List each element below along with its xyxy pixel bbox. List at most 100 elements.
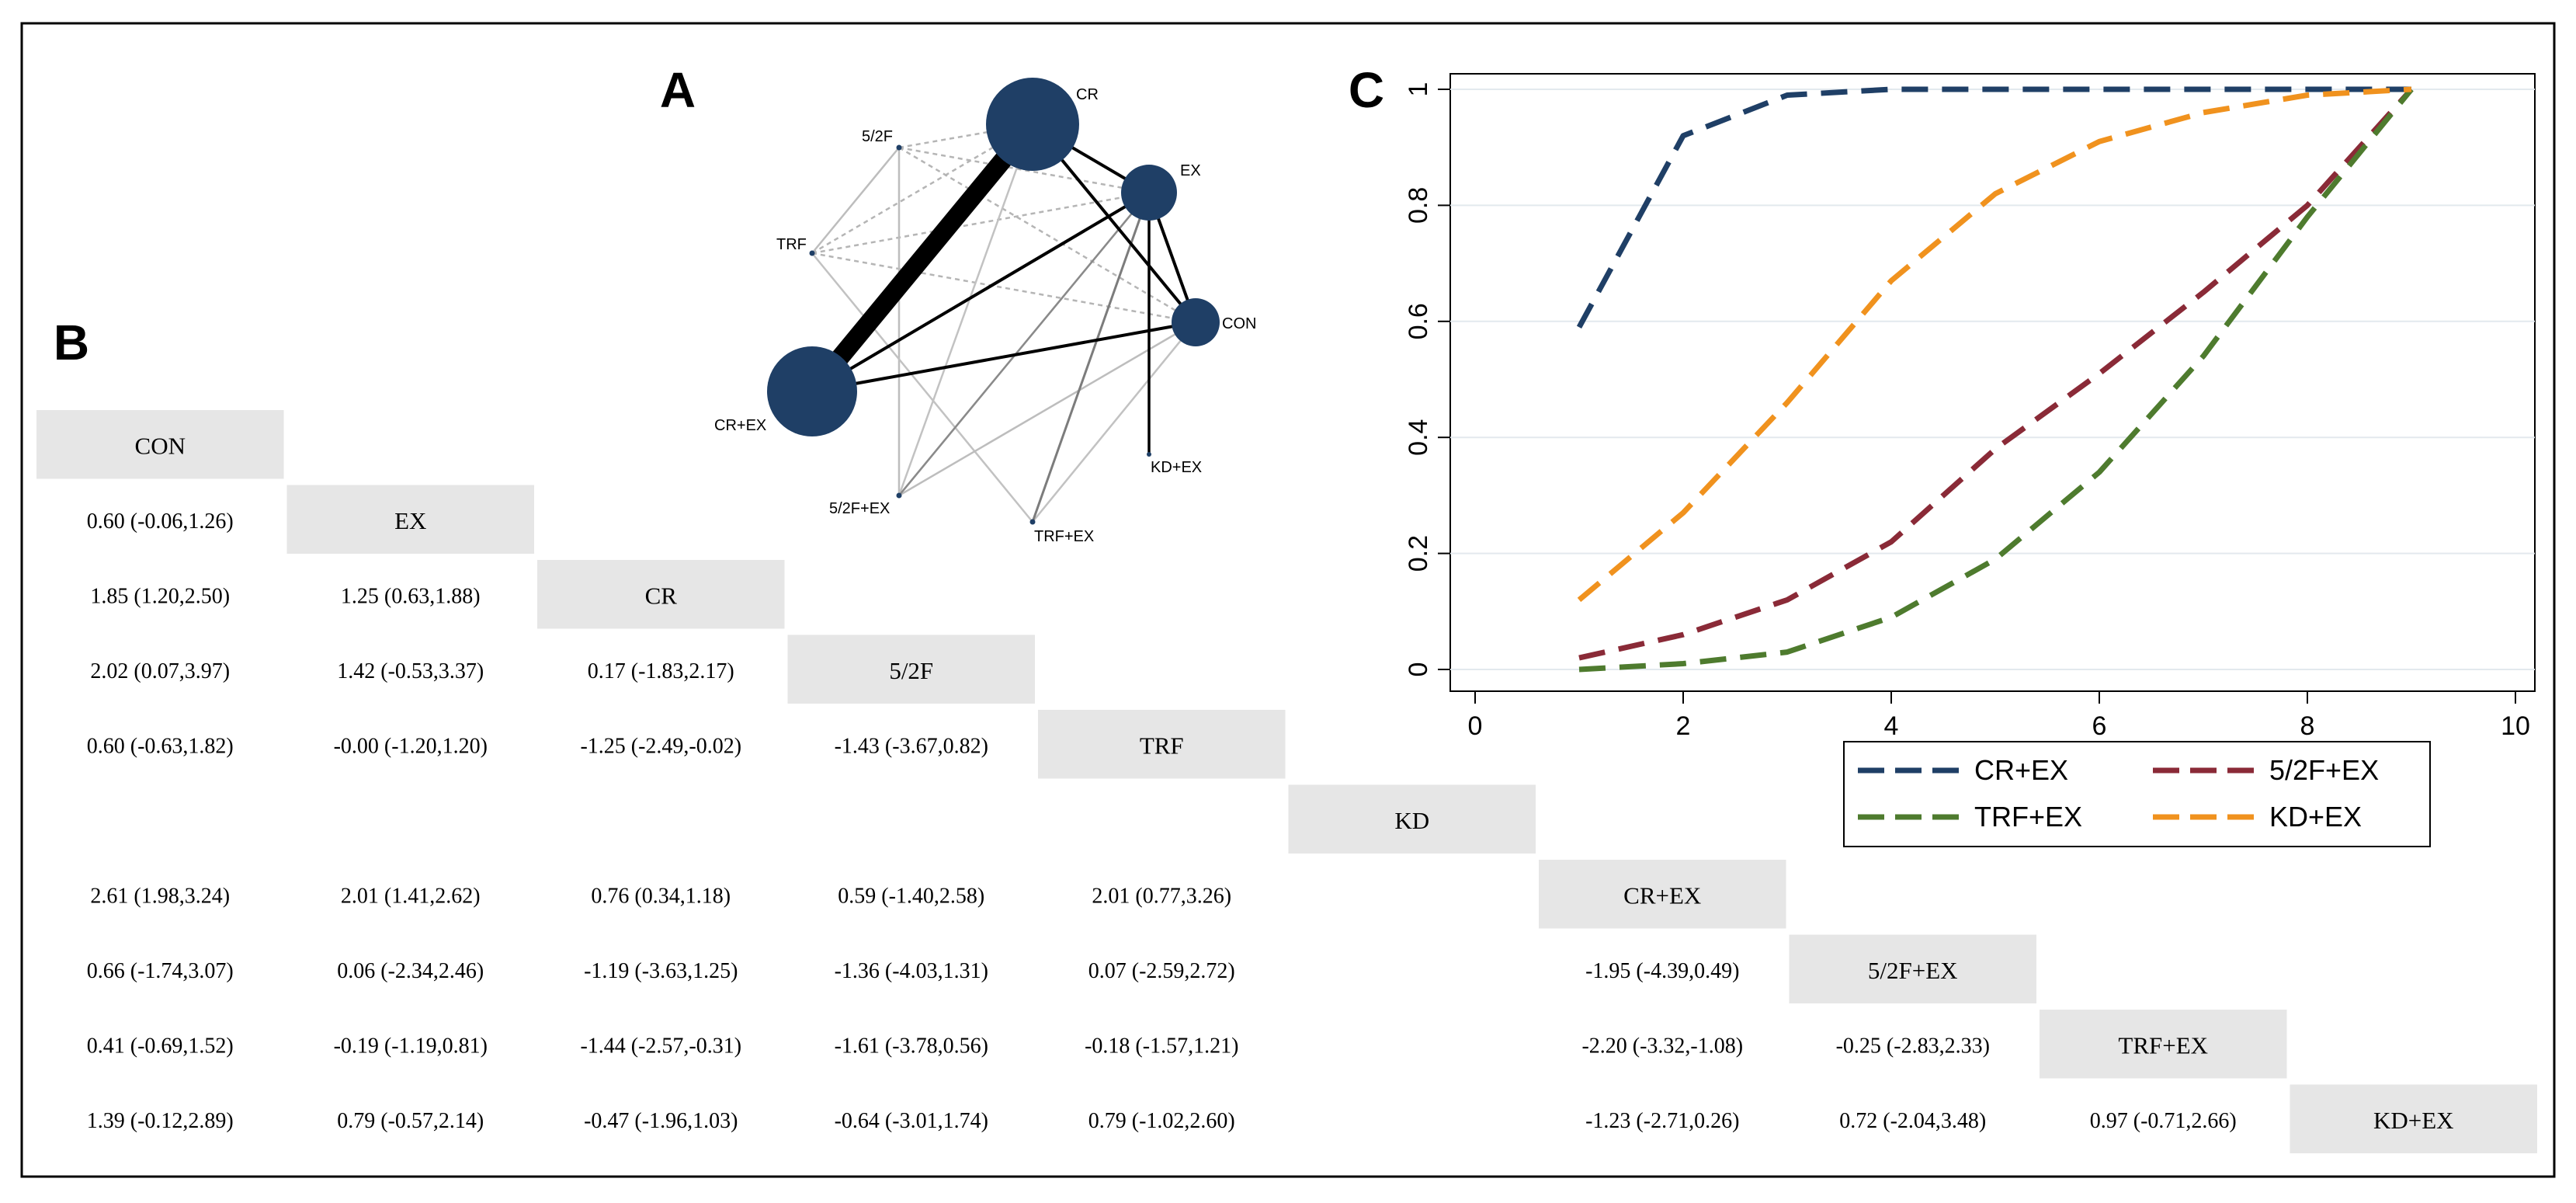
y-tick-label: 0.4 — [1404, 419, 1433, 456]
table-cell: 0.97 (-0.71,2.66) — [2090, 1109, 2237, 1133]
panel-label-a: A — [660, 62, 696, 118]
diag-label: CR+EX — [1623, 881, 1701, 909]
diag-cell — [2290, 1084, 2537, 1153]
diag-cell — [1539, 860, 1786, 929]
network-plot: CR EX CON CR+EX 5/2F TRF 5/2F+EX TRF+EX … — [714, 78, 1256, 545]
table-cell: 0.07 (-2.59,2.72) — [1088, 959, 1235, 983]
panel-label-c: C — [1349, 62, 1384, 118]
network-edge — [811, 147, 900, 254]
network-edge — [1031, 192, 1151, 523]
network-node-con — [1172, 298, 1220, 346]
network-node-52f — [896, 144, 902, 151]
legend-label: 5/2F+EX — [2269, 754, 2379, 786]
legend — [1843, 741, 2431, 847]
y-tick-label: 0 — [1404, 662, 1433, 677]
network-edge — [898, 192, 1150, 496]
legend-label: TRF+EX — [1974, 801, 2082, 833]
table-cell: 0.76 (0.34,1.18) — [591, 884, 731, 908]
table-cell: 0.79 (-0.57,2.14) — [337, 1109, 484, 1133]
network-edge — [898, 321, 1196, 497]
node-label-crex: CR+EX — [714, 417, 766, 434]
table-cell: 1.42 (-0.53,3.37) — [337, 659, 484, 683]
network-edge — [811, 252, 1196, 324]
table-cell: 0.17 (-1.83,2.17) — [588, 659, 734, 683]
network-node-trf — [809, 250, 815, 256]
table-cell: 0.79 (-1.02,2.60) — [1088, 1109, 1235, 1133]
diag-cell — [1288, 784, 1536, 854]
diag-label: CON — [135, 432, 186, 459]
node-label-trf: TRF — [776, 236, 807, 253]
table-cell: 0.60 (-0.63,1.82) — [87, 734, 234, 758]
diag-label: TRF+EX — [2118, 1031, 2208, 1059]
network-node-cr — [986, 78, 1079, 171]
legend-label: CR+EX — [1974, 754, 2068, 786]
node-label-cr: CR — [1076, 86, 1099, 103]
node-label-52fex: 5/2F+EX — [829, 500, 890, 517]
network-edge — [811, 321, 1196, 393]
panel-label-b: B — [54, 315, 89, 370]
table-cell: 1.85 (1.20,2.50) — [90, 584, 230, 608]
table-cell: 0.41 (-0.69,1.52) — [87, 1034, 234, 1058]
diag-label: TRF — [1140, 732, 1184, 759]
table-cell: 0.72 (-2.04,3.48) — [1839, 1109, 1986, 1133]
node-label-kdex: KD+EX — [1151, 459, 1202, 476]
diag-label: KD+EX — [2373, 1107, 2454, 1134]
network-edge — [897, 123, 1034, 496]
network-edge — [811, 191, 1151, 393]
diag-cell — [1038, 710, 1286, 779]
table-cell: 2.01 (0.77,3.26) — [1092, 884, 1231, 908]
table-cell: -0.00 (-1.20,1.20) — [334, 734, 488, 758]
network-node-52fex — [896, 492, 902, 499]
x-tick-label: 4 — [1884, 711, 1899, 741]
y-tick-label: 0.2 — [1404, 535, 1433, 572]
diag-label: EX — [394, 507, 426, 534]
table-cell: -2.20 (-3.32,-1.08) — [1581, 1034, 1743, 1058]
node-label-trfex: TRF+EX — [1034, 528, 1094, 545]
x-tick-label: 2 — [1676, 711, 1691, 741]
network-edge — [1032, 322, 1196, 523]
diag-cell — [787, 635, 1035, 704]
table-cell: -1.25 (-2.49,-0.02) — [580, 734, 741, 758]
table-cell: -1.43 (-3.67,0.82) — [835, 734, 988, 758]
diag-label: 5/2F — [889, 657, 933, 684]
table-cell: -1.23 (-2.71,0.26) — [1585, 1109, 1739, 1133]
table-cell: -1.19 (-3.63,1.25) — [584, 959, 738, 983]
series-line — [1578, 87, 2414, 673]
network-node-kdex — [1147, 452, 1151, 457]
table-cell: -1.36 (-4.03,1.31) — [835, 959, 988, 983]
table-cell: 0.66 (-1.74,3.07) — [87, 959, 234, 983]
diag-label: CR — [645, 582, 678, 609]
table-cell: 0.59 (-1.40,2.58) — [838, 884, 984, 908]
diag-cell — [36, 410, 284, 479]
x-tick-label: 6 — [2092, 711, 2107, 741]
network-edge — [898, 146, 1196, 324]
x-tick-label: 10 — [2501, 711, 2530, 741]
legend-label: KD+EX — [2269, 801, 2362, 833]
network-node-trfex — [1029, 519, 1036, 525]
table-cell: -1.44 (-2.57,-0.31) — [580, 1034, 741, 1058]
table-cell: -1.95 (-4.39,0.49) — [1585, 959, 1739, 983]
table-cell: 1.39 (-0.12,2.89) — [87, 1109, 234, 1133]
table-cell: 0.60 (-0.06,1.26) — [87, 509, 234, 534]
league-table: CON EX CR 5/2F TRF KD CR+EX 5/2F+EX TRF+EX KD+EX 0… — [36, 410, 2537, 1153]
y-tick-label: 0.8 — [1404, 187, 1433, 224]
node-label-52f: 5/2F — [862, 128, 893, 145]
table-cell: -0.18 (-1.57,1.21) — [1085, 1034, 1238, 1058]
table-cell: 1.25 (0.63,1.88) — [341, 584, 481, 608]
network-edge — [811, 191, 1150, 255]
series-line — [1578, 87, 2414, 661]
plot-area — [1449, 73, 2536, 692]
network-node-ex — [1121, 165, 1177, 221]
table-cell: 2.61 (1.98,3.24) — [90, 884, 230, 908]
network-edge-cr-crex — [804, 118, 1040, 398]
diag-cell — [286, 485, 534, 554]
diag-cell — [1789, 934, 2036, 1003]
y-tick-label: 1 — [1404, 82, 1433, 97]
node-label-ex: EX — [1180, 162, 1201, 179]
table-cell: 2.01 (1.41,2.62) — [341, 884, 481, 908]
network-nodes — [767, 78, 1220, 525]
diag-cell — [537, 560, 785, 629]
diag-cell — [2040, 1010, 2287, 1079]
